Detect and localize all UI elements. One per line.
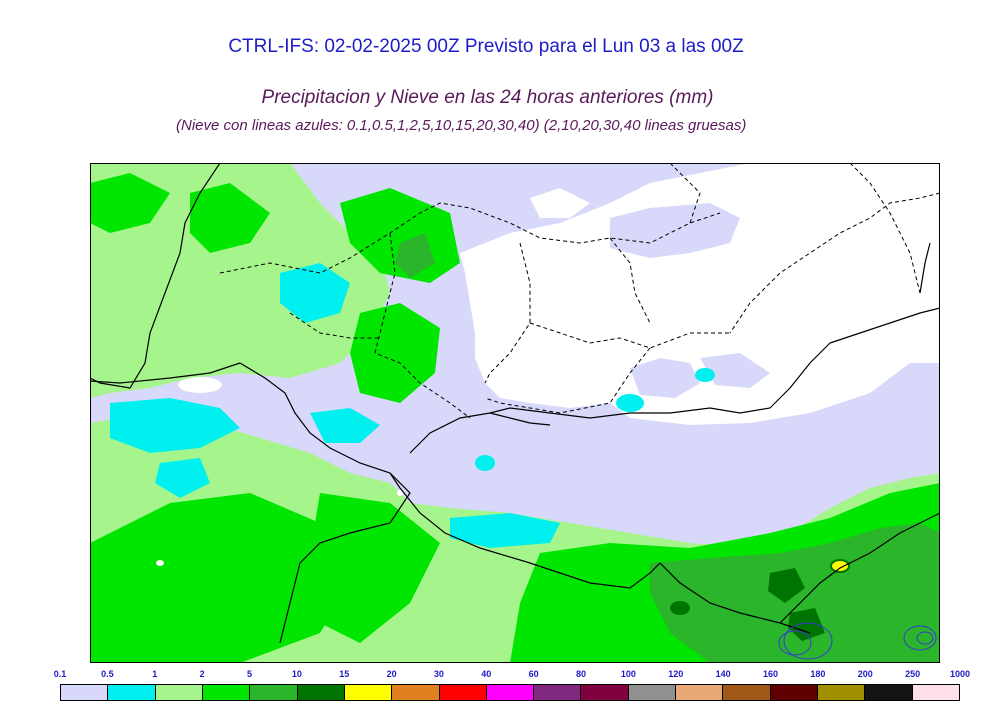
light-patch: [530, 188, 590, 218]
pale-green-area: [90, 163, 390, 398]
coastline-borders: [90, 163, 940, 644]
colorbar-swatch: [392, 685, 440, 700]
dry-patch: [156, 560, 164, 566]
precipitation-map: [90, 163, 940, 663]
colorbar-swatch: [628, 685, 677, 700]
colorbar-swatch: [344, 685, 393, 700]
colorbar-swatch: [912, 685, 959, 700]
chart-subtitle: Precipitacion y Nieve en las 24 horas an…: [261, 87, 714, 108]
colorbar-swatch: [581, 685, 629, 700]
green-area: [350, 303, 440, 403]
dark-green-core: [670, 601, 690, 615]
green-area: [190, 183, 270, 253]
dark-green-core: [768, 568, 805, 603]
colorbar-label: 5: [246, 669, 252, 679]
colorbar-label: 15: [339, 669, 350, 679]
cyan-area: [310, 408, 380, 443]
colorbar-label: 120: [668, 669, 684, 679]
cyan-area: [280, 263, 350, 323]
green-area: [90, 493, 350, 663]
cyan-area: [616, 394, 644, 412]
cyan-area: [110, 398, 240, 453]
colorbar-label: 160: [763, 669, 779, 679]
colorbar-label: 100: [620, 669, 636, 679]
cyan-area: [450, 513, 560, 548]
yellow-core: [830, 559, 850, 573]
cyan-area: [695, 368, 715, 382]
colorbar-swatch: [61, 685, 109, 700]
colorbar-label: 40: [481, 669, 492, 679]
colorbar-swatch: [202, 685, 251, 700]
colorbar-label: 180: [810, 669, 826, 679]
colorbar-label: 1000: [949, 669, 971, 679]
internal-borders: [219, 163, 940, 419]
colorbar-swatch: [486, 685, 535, 700]
colorbar-label: 60: [528, 669, 539, 679]
colorbar-label: 80: [576, 669, 587, 679]
dry-area: [460, 163, 940, 425]
colorbar-swatch: [818, 685, 866, 700]
colorbar-swatch: [865, 685, 913, 700]
colorbar-swatch: [770, 685, 818, 700]
dry-patch: [178, 377, 222, 393]
green-area: [90, 173, 170, 233]
map-frame: [90, 163, 940, 663]
colorbar-label: 2: [199, 669, 205, 679]
colorbar-swatch: [108, 685, 156, 700]
colorbar-label: 30: [433, 669, 444, 679]
colorbar-label: 200: [857, 669, 873, 679]
colorbar-labels: 0.1 0.5 1 2 5 10 15 20 30 40 60 80 100 120 140 160 180 20…: [0, 669, 1000, 681]
colorbar-swatch: [676, 685, 724, 700]
colorbar-label: 0.1: [53, 669, 67, 679]
cyan-area: [155, 458, 210, 498]
colorbar-swatch: [439, 685, 487, 700]
dark-green-core: [788, 608, 825, 641]
colorbar-label: 20: [386, 669, 397, 679]
dark-green-core: [395, 233, 435, 278]
colorbar-label: 140: [715, 669, 731, 679]
colorbar-label: 250: [905, 669, 921, 679]
colorbar-swatch: [250, 685, 298, 700]
light-patch: [630, 358, 700, 398]
dry-patch: [397, 490, 403, 496]
colorbar-swatch: [297, 685, 345, 700]
colorbar-label: 10: [291, 669, 302, 679]
colorbar-label: 1: [152, 669, 158, 679]
snow-contour-note: (Nieve con lineas azules: 0.1,0.5,1,2,5,…: [176, 117, 747, 134]
colorbar-label: 0.5: [101, 669, 114, 679]
colorbar-swatch: [723, 685, 771, 700]
green-area: [310, 493, 440, 643]
colorbar-swatch: [155, 685, 203, 700]
colorbar: [60, 684, 960, 701]
snow-contours: [778, 622, 937, 660]
light-patch: [700, 353, 770, 388]
colorbar-swatch: [534, 685, 582, 700]
chart-title: CTRL-IFS: 02-02-2025 00Z Previsto para e…: [228, 36, 744, 57]
cyan-area: [475, 455, 495, 471]
